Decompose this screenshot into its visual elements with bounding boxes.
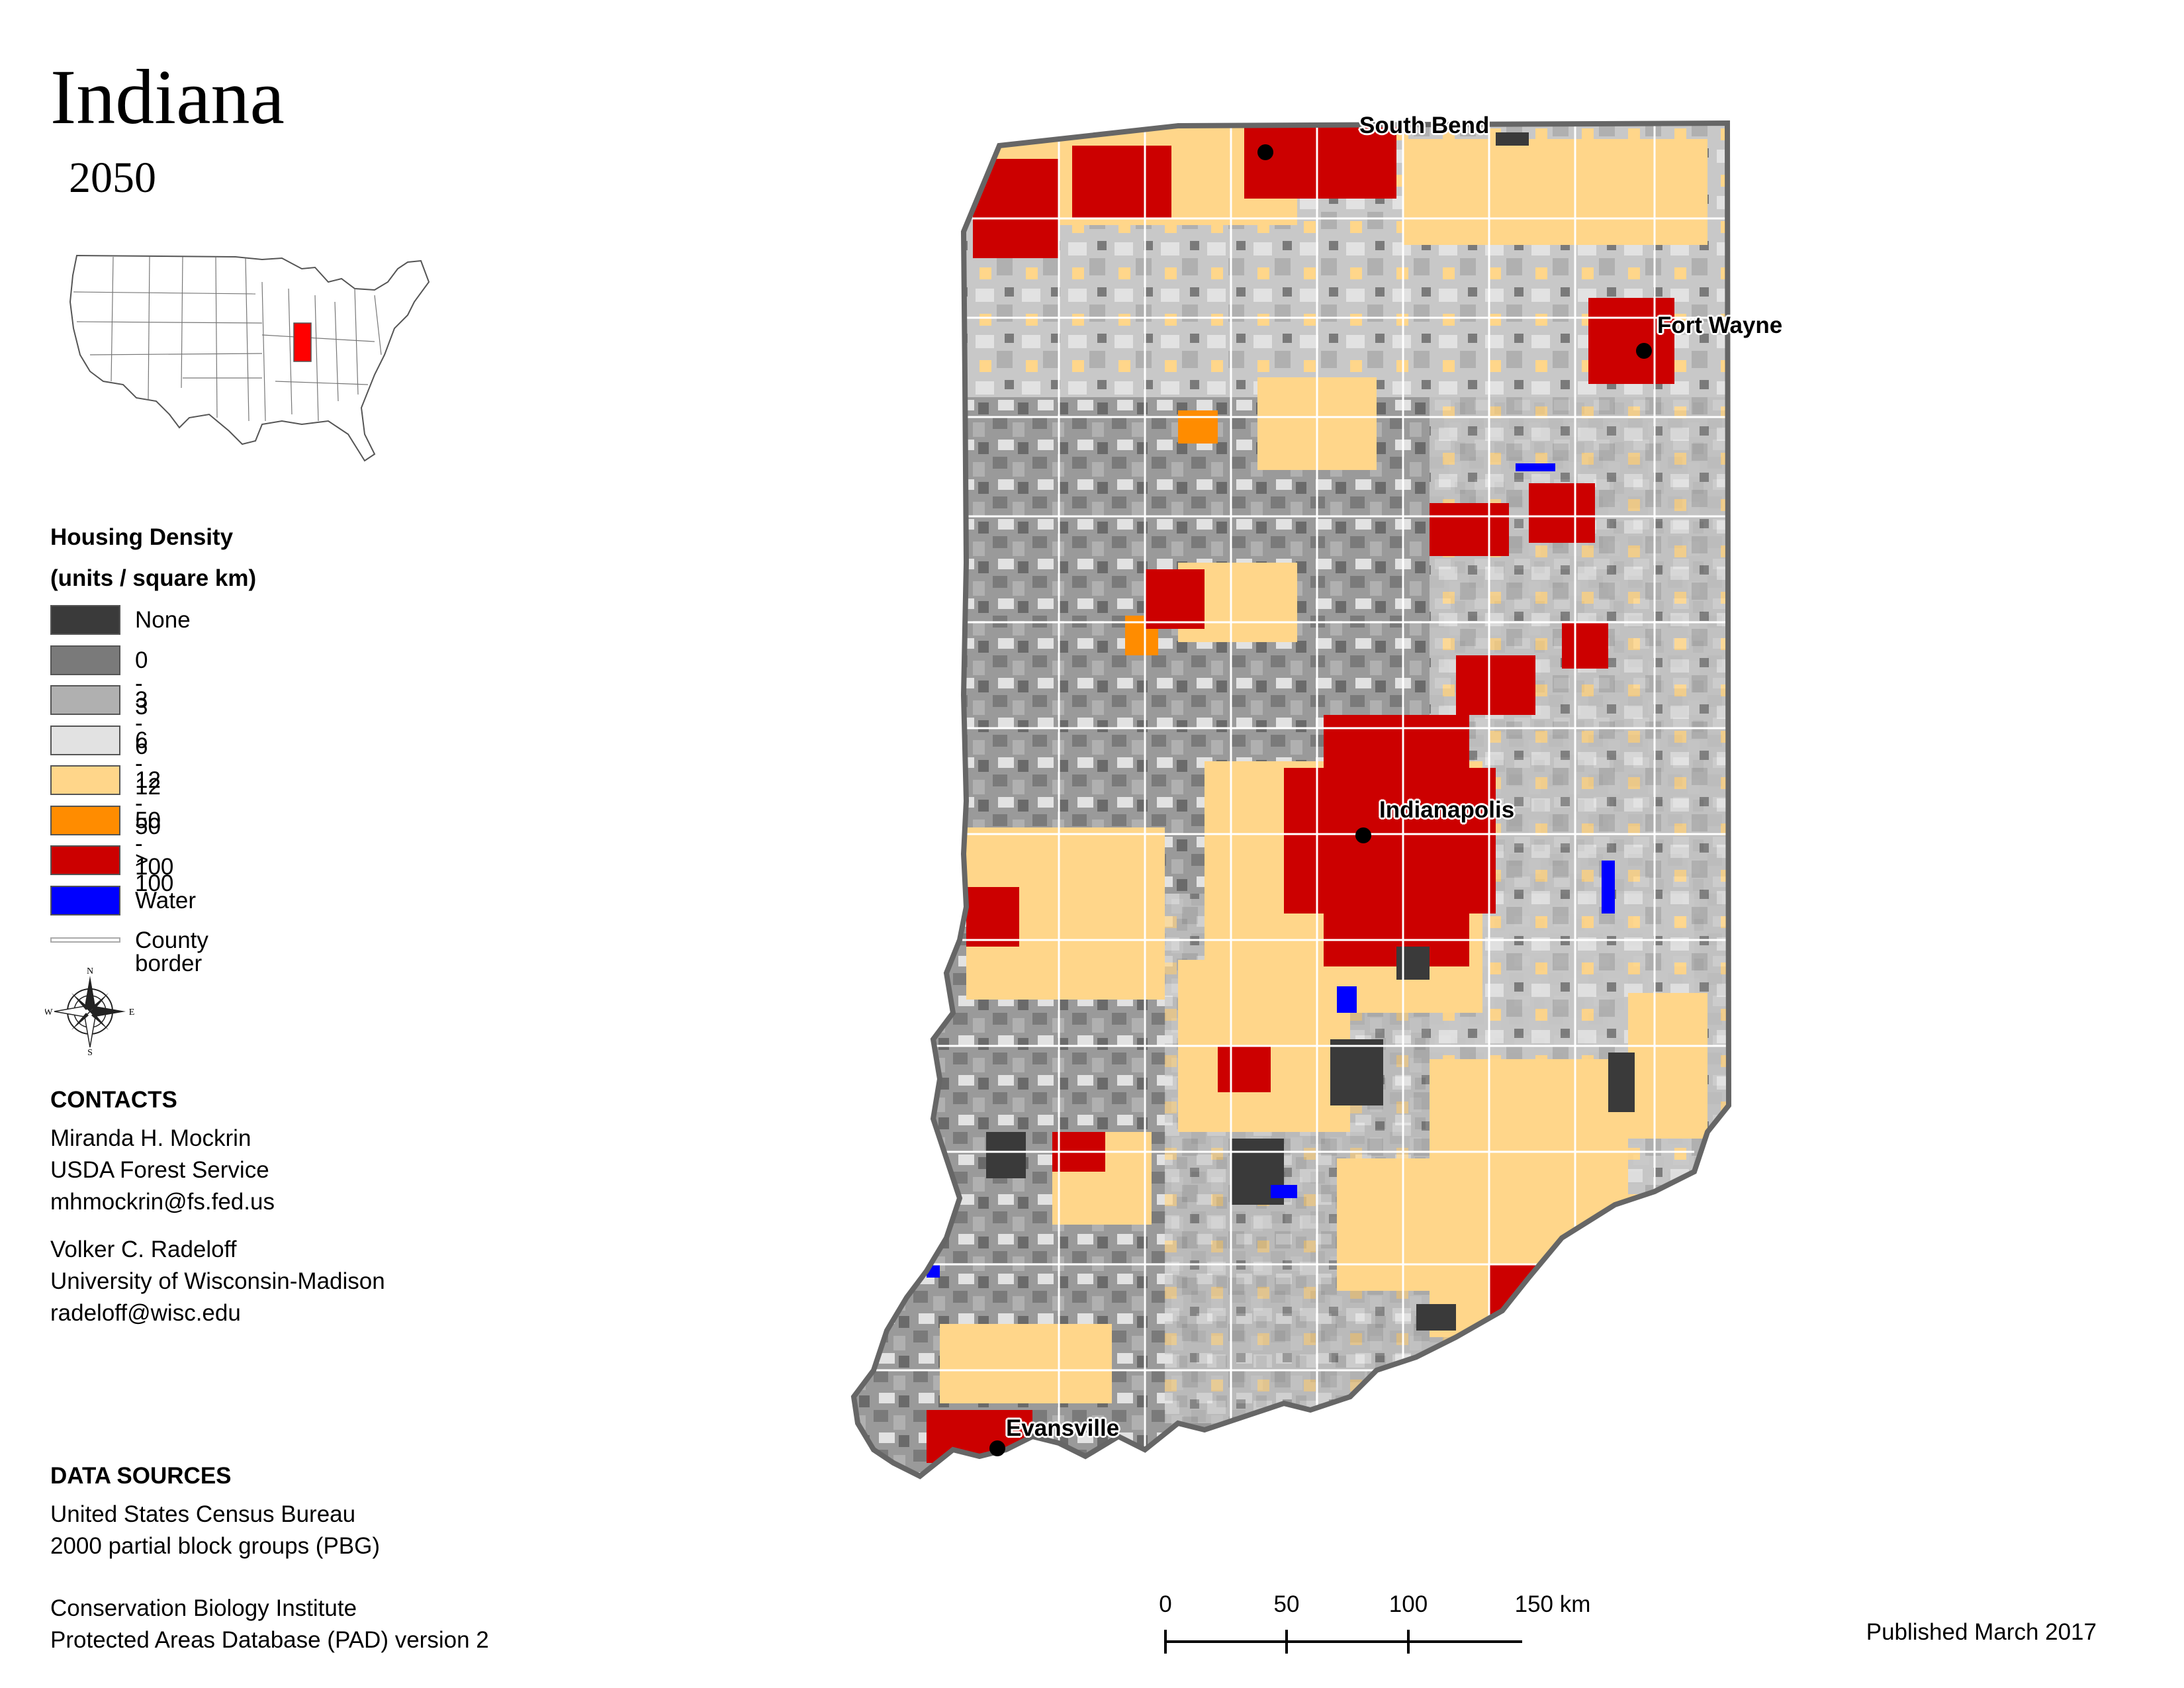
scale-tick-label: 0 [1159,1591,1172,1617]
data-source-line: United States Census Bureau [50,1501,356,1527]
legend-swatch [50,765,120,795]
county-border-swatch [50,937,120,943]
legend-title: Housing Density [50,524,234,550]
density-over-100-areas [927,126,1674,1463]
legend-swatch [50,605,120,635]
scale-tick-label: 100 [1388,1591,1428,1617]
contact-org: USDA Forest Service [50,1157,269,1183]
data-source-line: 2000 partial block groups (PBG) [50,1533,381,1559]
legend-label: 12 - 50 [135,767,161,839]
legend-swatch [50,685,120,715]
legend-units: (units / square km) [50,565,257,591]
compass-n: N [87,966,93,976]
indiana-housing-density-map [834,99,1760,1523]
scale-tick-label: 50 [1273,1591,1300,1617]
city-label-south-bend: South Bend [1359,113,1490,138]
scale-bar [1164,1630,1522,1654]
contact-email: radeloff@wisc.edu [50,1300,241,1326]
contact-email: mhmockrin@fs.fed.us [50,1189,275,1215]
legend-label: 6 - 12 [135,727,161,800]
city-marker-fort-wayne [1636,343,1652,359]
compass-s: S [87,1048,93,1056]
legend-swatch [50,645,120,675]
map-raster [854,123,1729,1476]
legend-label: 0 - 3 [135,647,148,720]
contact-name: Volker C. Radeloff [50,1237,237,1262]
city-label-evansville: Evansville [1006,1415,1120,1441]
data-source-line: Conservation Biology Institute [50,1595,357,1621]
legend-label: County border [135,927,208,976]
compass-rose-icon: N S W E [45,966,135,1056]
contact-name: Miranda H. Mockrin [50,1125,251,1151]
legend-label: None [135,607,191,633]
legend-swatch [50,725,120,755]
us-locator-map [69,254,430,462]
map-subtitle: 2050 [69,154,156,202]
legend-label: > 100 [135,847,174,896]
city-label-indianapolis: Indianapolis [1379,797,1515,823]
us-outline [69,254,430,462]
contact-org: University of Wisconsin-Madison [50,1268,385,1294]
county-borders [860,123,1729,1476]
published-date: Published March 2017 [1866,1619,2097,1645]
compass-e: E [129,1008,135,1017]
legend-swatch [50,805,120,835]
city-marker-evansville [989,1440,1005,1456]
legend-swatch [50,845,120,875]
indiana-highlight [293,322,312,362]
contacts-heading: CONTACTS [50,1087,177,1113]
scale-tick-label: 150 km [1514,1591,1591,1617]
legend-swatch [50,885,120,915]
city-marker-south-bend [1257,144,1273,160]
us-state-lines [73,256,382,422]
city-marker-indianapolis [1355,827,1371,843]
data-source-line: Protected Areas Database (PAD) version 2 [50,1627,489,1653]
legend-label: Water [135,887,197,914]
data-sources-heading: DATA SOURCES [50,1463,232,1489]
legend-label: 3 - 6 [135,687,148,759]
map-title: Indiana [50,54,285,140]
compass-w: W [45,1008,53,1017]
city-label-fort-wayne: Fort Wayne [1657,312,1783,338]
legend-label: 50 - 100 [135,807,174,880]
